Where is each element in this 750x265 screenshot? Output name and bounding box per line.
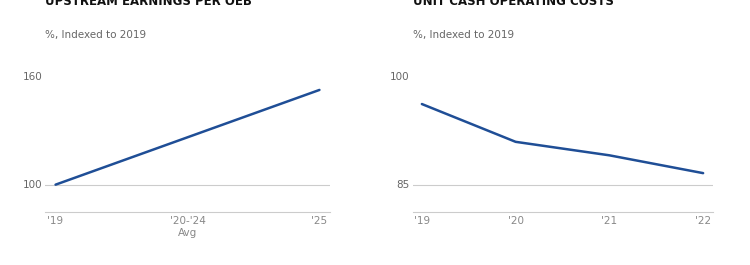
Text: UPSTREAM EARNINGS PER OEB: UPSTREAM EARNINGS PER OEB: [45, 0, 252, 8]
Text: 100: 100: [390, 72, 410, 82]
Text: 85: 85: [396, 180, 410, 190]
Text: UNIT CASH OPERATING COSTS: UNIT CASH OPERATING COSTS: [413, 0, 614, 8]
Text: %, Indexed to 2019: %, Indexed to 2019: [413, 30, 514, 40]
Text: %, Indexed to 2019: %, Indexed to 2019: [45, 30, 146, 40]
Text: 100: 100: [22, 180, 42, 190]
Text: 160: 160: [22, 72, 42, 82]
